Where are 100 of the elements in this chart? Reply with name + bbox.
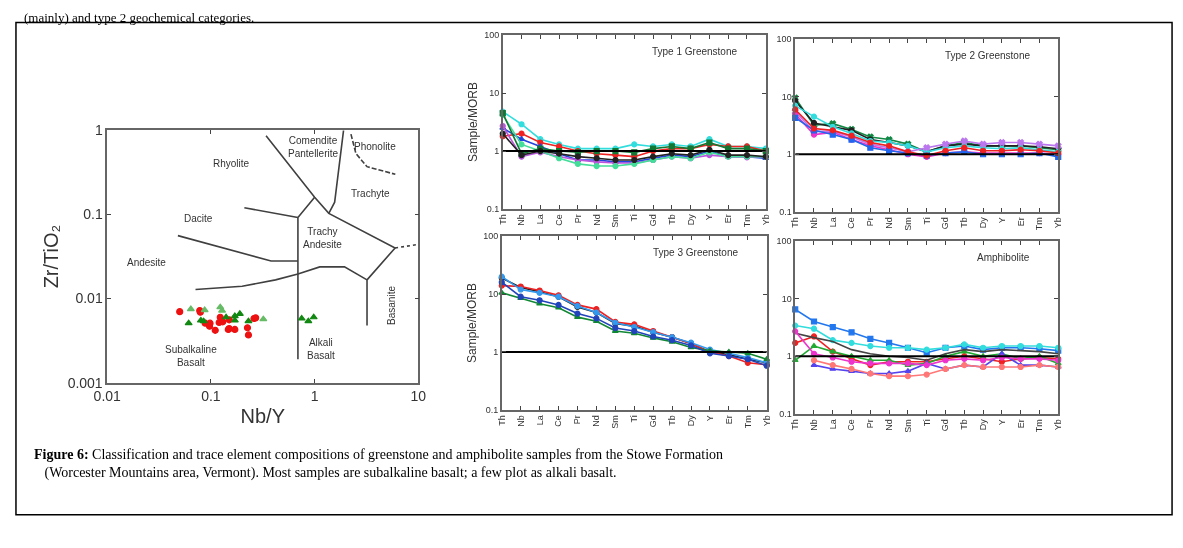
x-tick-label: Ti bbox=[921, 217, 932, 225]
x-tick-label: Sm bbox=[610, 214, 621, 228]
y-tick-label: 100 bbox=[776, 34, 792, 45]
y-tick-label: 10 bbox=[781, 91, 792, 102]
x-tick-label: 0.1 bbox=[201, 388, 221, 405]
x-tick-label: Tb bbox=[666, 214, 677, 225]
annotation: Trachyte bbox=[351, 188, 390, 199]
caption: Figure 6: Classification and trace element compositions of greenstone and amphibolite samples from the Stowe Formation (Worcester Mountains area, Vermont). Most samples are subalkaline basalt; a few plot as alkali basalt. bbox=[34, 447, 724, 482]
x-tick-label: Pr bbox=[865, 419, 876, 429]
y-tick-label: 100 bbox=[483, 231, 499, 242]
x-tick-label: Gd bbox=[647, 214, 658, 227]
x-tick-label: Nd bbox=[884, 217, 895, 229]
y-tick-label: 1 bbox=[786, 149, 792, 160]
x-tick-label: Dy bbox=[977, 216, 988, 229]
x-tick-label: Ti bbox=[921, 419, 932, 427]
x-tick-label: Ce bbox=[553, 415, 564, 427]
x-tick-label: Y bbox=[996, 217, 1007, 224]
x-tick-label: Yb bbox=[1053, 217, 1064, 229]
text: Type 1 Greenstone bbox=[652, 46, 738, 57]
y-tick-label: 1 bbox=[786, 351, 792, 362]
text: Type 3 Greenstone bbox=[653, 247, 739, 258]
text: (mainly) and type 2 geochemical categories. bbox=[24, 10, 255, 25]
y-tick-label: 1 bbox=[493, 347, 499, 358]
y-tick-label: 100 bbox=[484, 30, 500, 41]
x-tick-label: Pr bbox=[572, 415, 583, 425]
x-tick-label: Sm bbox=[902, 217, 913, 231]
x-tick-label: Er bbox=[1015, 419, 1026, 429]
x-tick-label: Dy bbox=[977, 418, 988, 431]
x-tick-label: Gd bbox=[940, 217, 951, 230]
x-tick-label: Sm bbox=[902, 419, 913, 433]
y-tick-label: 0.01 bbox=[75, 290, 103, 307]
annotation: Alkali Basalt bbox=[307, 337, 336, 361]
x-tick-label: La bbox=[534, 415, 545, 426]
x-tick-label: Nd bbox=[884, 419, 895, 431]
x-tick-label: Nb bbox=[808, 419, 819, 431]
y-tick-label: 100 bbox=[776, 236, 792, 247]
x-tick-label: Ce bbox=[846, 217, 857, 229]
x-tick-label: Tm bbox=[1034, 217, 1045, 231]
annotation: Phonolite bbox=[354, 141, 397, 152]
x-tick-label: Nb bbox=[516, 214, 527, 226]
annotation: Andesite bbox=[127, 257, 167, 268]
x-tick-label: Tb bbox=[667, 415, 678, 426]
x-tick-label: Yb bbox=[760, 214, 771, 226]
x-tick-label: La bbox=[535, 214, 546, 225]
annotation: Subalkaline Basalt bbox=[165, 344, 218, 368]
x-axis-title: Nb/Y bbox=[240, 405, 286, 428]
x-tick-label: Nd bbox=[591, 214, 602, 226]
y-tick-label: 10 bbox=[781, 293, 792, 304]
x-tick-label: La bbox=[827, 419, 838, 430]
annotation: Comendite Pantellerite bbox=[288, 135, 339, 159]
x-tick-label: Y bbox=[704, 214, 715, 221]
y-tick-label: 1 bbox=[94, 122, 103, 139]
x-tick-label: Th bbox=[496, 415, 507, 426]
x-tick-label: Tm bbox=[1034, 419, 1045, 433]
x-tick-label: Nb bbox=[515, 415, 526, 427]
x-tick-label: Th bbox=[790, 419, 801, 430]
x-tick-label: Nd bbox=[591, 415, 602, 427]
x-tick-label: 10 bbox=[410, 388, 427, 405]
x-tick-label: Th bbox=[790, 217, 801, 228]
annotation: Rhyolite bbox=[213, 158, 250, 169]
x-tick-label: Tb bbox=[959, 419, 970, 430]
x-tick-label: Dy bbox=[685, 213, 696, 226]
x-tick-label: Y bbox=[704, 415, 715, 422]
x-tick-label: Er bbox=[1015, 217, 1026, 227]
x-tick-label: Gd bbox=[940, 419, 951, 432]
x-tick-label: Er bbox=[723, 214, 734, 224]
x-tick-label: Pr bbox=[865, 217, 876, 227]
y-tick-label: 10 bbox=[489, 88, 500, 99]
y-tick-label: 0.1 bbox=[485, 405, 499, 416]
y-tick-label: 0.1 bbox=[486, 204, 500, 215]
x-tick-label: Ce bbox=[554, 214, 565, 226]
x-tick-label: Nb bbox=[808, 217, 819, 229]
x-tick-label: Er bbox=[723, 415, 734, 425]
x-tick-label: Ti bbox=[629, 214, 640, 222]
y-axis-title: Sample/MORB bbox=[464, 283, 479, 364]
x-tick-label: Dy bbox=[685, 414, 696, 427]
x-tick-label: Yb bbox=[761, 415, 772, 427]
x-tick-label: Pr bbox=[572, 214, 583, 224]
text: Type 2 Greenstone bbox=[945, 50, 1031, 61]
x-tick-label: Ce bbox=[846, 419, 857, 431]
x-tick-label: Tm bbox=[742, 415, 753, 429]
x-tick-label: Y bbox=[996, 419, 1007, 426]
x-tick-label: Th bbox=[497, 214, 508, 225]
x-tick-label: La bbox=[827, 217, 838, 228]
annotation: Basanite bbox=[386, 285, 398, 325]
y-axis-title: Sample/MORB bbox=[465, 82, 480, 163]
x-tick-label: Gd bbox=[648, 415, 659, 428]
annotation: Trachy Andesite bbox=[303, 226, 343, 250]
x-tick-label: Ti bbox=[629, 415, 640, 423]
y-axis-title: Zr/TiO₂ bbox=[39, 224, 62, 289]
y-tick-label: 10 bbox=[488, 289, 499, 300]
y-tick-label: 1 bbox=[494, 146, 500, 157]
x-tick-label: 1 bbox=[310, 388, 319, 405]
x-tick-label: Tm bbox=[741, 214, 752, 228]
text: Amphibolite bbox=[977, 252, 1030, 263]
y-tick-label: 0.001 bbox=[67, 374, 103, 391]
x-tick-label: Yb bbox=[1053, 419, 1064, 431]
x-tick-label: Tb bbox=[959, 217, 970, 228]
x-tick-label: Sm bbox=[610, 415, 621, 429]
annotation: Dacite bbox=[184, 213, 213, 224]
